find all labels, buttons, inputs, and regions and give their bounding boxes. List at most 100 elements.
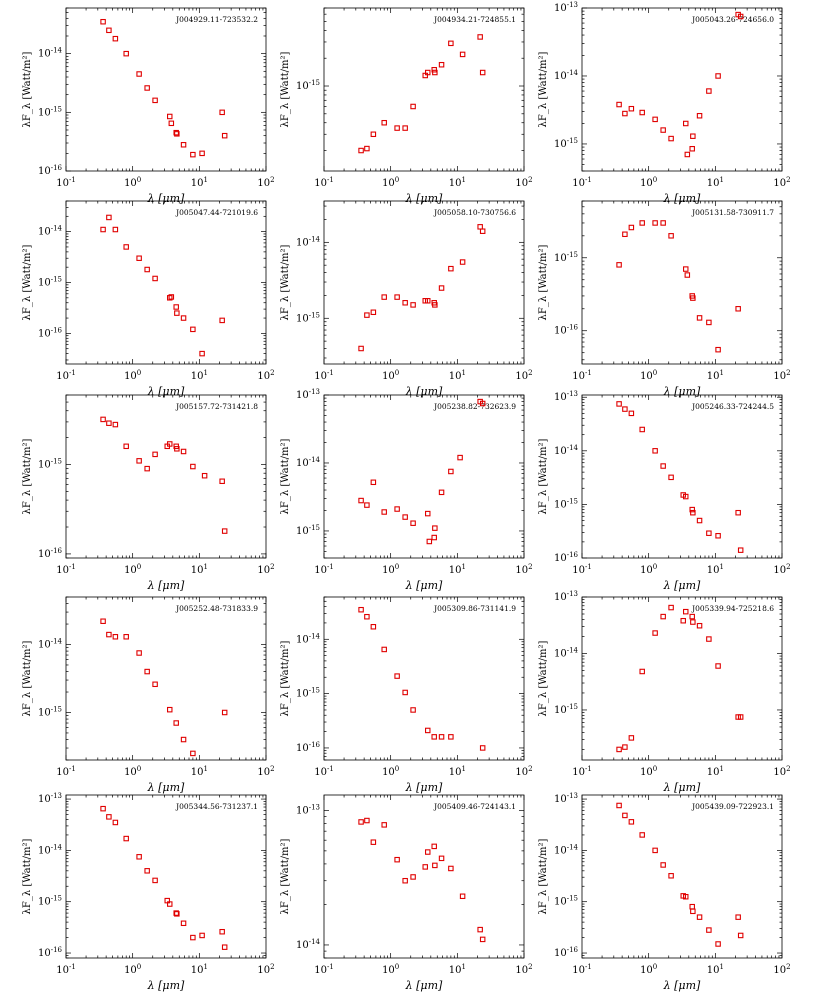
- data-point: [190, 934, 196, 941]
- data-point: [425, 727, 431, 734]
- data-point: [425, 849, 431, 855]
- data-point: [168, 294, 175, 300]
- data-point: [370, 624, 377, 630]
- data-point: [410, 520, 416, 526]
- sed-panel: 10-1 100 101 102 10-16 10-15 10-14 J005309.86-7…: [280, 596, 533, 794]
- sed-panel: 10-1 100 101 102 10-15 10-14 10-13 J005238.82-7…: [280, 388, 533, 592]
- panel-title: J005439.09-722923.1: [691, 802, 774, 811]
- data-point: [690, 908, 696, 915]
- data-point: [438, 734, 445, 740]
- x-tick-label: 10-1: [314, 369, 334, 382]
- data-point: [402, 125, 408, 131]
- data-point: [438, 61, 445, 68]
- y-axis-label: λF_λ [Watt/m²]: [538, 640, 549, 716]
- panel-title: J004929.11-723532.2: [175, 15, 258, 24]
- x-tick-label: 100: [640, 176, 657, 189]
- y-tick-label: 10-15: [38, 705, 62, 718]
- data-point: [167, 113, 173, 120]
- y-axis-label: λF_λ [Watt/m²]: [280, 838, 291, 914]
- x-tick-label: 100: [640, 963, 657, 976]
- x-tick-label: 102: [257, 765, 274, 778]
- data-point: [123, 634, 129, 640]
- data-point: [479, 936, 486, 943]
- x-tick-label: 10-1: [572, 176, 592, 189]
- data-point: [683, 120, 689, 127]
- data-point: [221, 132, 228, 139]
- sed-panel: 10-1 100 101 102 10-15 10-14 10-13 J005043.26-7…: [538, 1, 791, 205]
- data-point: [690, 295, 696, 301]
- sed-panel: 10-1 100 101 102 10-15 10-14 J005058.10-730756…: [280, 200, 533, 398]
- y-tick-label: 10-14: [554, 444, 579, 457]
- y-tick-label: 10-15: [38, 276, 62, 289]
- data-point: [106, 27, 112, 34]
- data-point: [174, 131, 180, 137]
- x-tick-label: 10-1: [572, 963, 592, 976]
- data-point: [706, 88, 712, 94]
- data-point: [152, 877, 158, 884]
- data-point: [358, 147, 364, 154]
- data-point: [683, 608, 689, 615]
- x-tick-label: 101: [449, 963, 466, 976]
- data-point: [479, 745, 486, 751]
- data-point: [152, 97, 158, 104]
- data-point: [735, 509, 741, 516]
- panel-title: J005252.48-731833.9: [175, 604, 258, 613]
- data-point: [431, 843, 437, 850]
- data-point: [639, 109, 645, 116]
- data-point: [199, 350, 205, 357]
- data-point: [715, 73, 721, 79]
- data-point: [180, 142, 187, 148]
- y-tick-label: 10-15: [296, 524, 320, 537]
- data-point: [628, 224, 635, 231]
- data-point: [402, 877, 408, 884]
- data-point: [106, 814, 112, 820]
- x-tick-label: 101: [707, 369, 724, 382]
- y-axis-label: λF_λ [Watt/m²]: [22, 838, 33, 914]
- sed-panel: 10-1 100 101 102 10-16 10-15 10-14 10-13 J005246…: [538, 390, 791, 592]
- y-tick-label: 10-14: [296, 456, 321, 469]
- y-tick-label: 10-13: [554, 390, 578, 403]
- x-tick-label: 101: [191, 765, 208, 778]
- x-tick-label: 10-1: [56, 765, 76, 778]
- data-point: [448, 865, 454, 872]
- x-tick-label: 100: [124, 765, 141, 778]
- data-point: [448, 265, 454, 272]
- data-point: [136, 854, 142, 860]
- data-point: [616, 802, 622, 809]
- data-point: [136, 71, 142, 77]
- panel-title: J005131.58-730911.7: [691, 208, 774, 217]
- y-tick-label: 10-15: [554, 497, 578, 510]
- data-point: [180, 920, 187, 927]
- y-tick-label: 10-16: [296, 741, 321, 754]
- y-tick-label: 10-16: [554, 551, 579, 564]
- x-tick-label: 101: [191, 563, 208, 576]
- y-tick-label: 10-16: [38, 326, 63, 339]
- data-point: [190, 326, 196, 333]
- data-point: [459, 51, 466, 58]
- x-tick-label: 102: [257, 176, 274, 189]
- data-point: [668, 233, 674, 239]
- plot-frame: [581, 7, 783, 172]
- data-point: [112, 819, 119, 826]
- data-point: [616, 746, 622, 753]
- data-point: [696, 622, 703, 629]
- data-point: [715, 941, 721, 947]
- x-tick-label: 102: [515, 176, 532, 189]
- data-point: [459, 893, 466, 900]
- y-axis-label: λF_λ [Watt/m²]: [22, 438, 33, 514]
- data-point: [199, 150, 205, 157]
- plot-frame: [65, 596, 267, 761]
- data-point: [394, 856, 400, 863]
- y-tick-label: 10-14: [38, 638, 63, 651]
- data-point: [410, 103, 416, 110]
- y-tick-label: 10-13: [554, 1, 578, 14]
- data-point: [190, 151, 196, 158]
- y-tick-label: 10-16: [554, 324, 579, 337]
- x-tick-label: 10-1: [56, 369, 76, 382]
- y-tick-label: 10-13: [38, 792, 62, 805]
- y-tick-label: 10-15: [554, 137, 578, 150]
- data-point: [402, 300, 408, 306]
- data-point: [144, 868, 150, 874]
- x-tick-label: 102: [773, 176, 790, 189]
- data-point: [136, 255, 142, 261]
